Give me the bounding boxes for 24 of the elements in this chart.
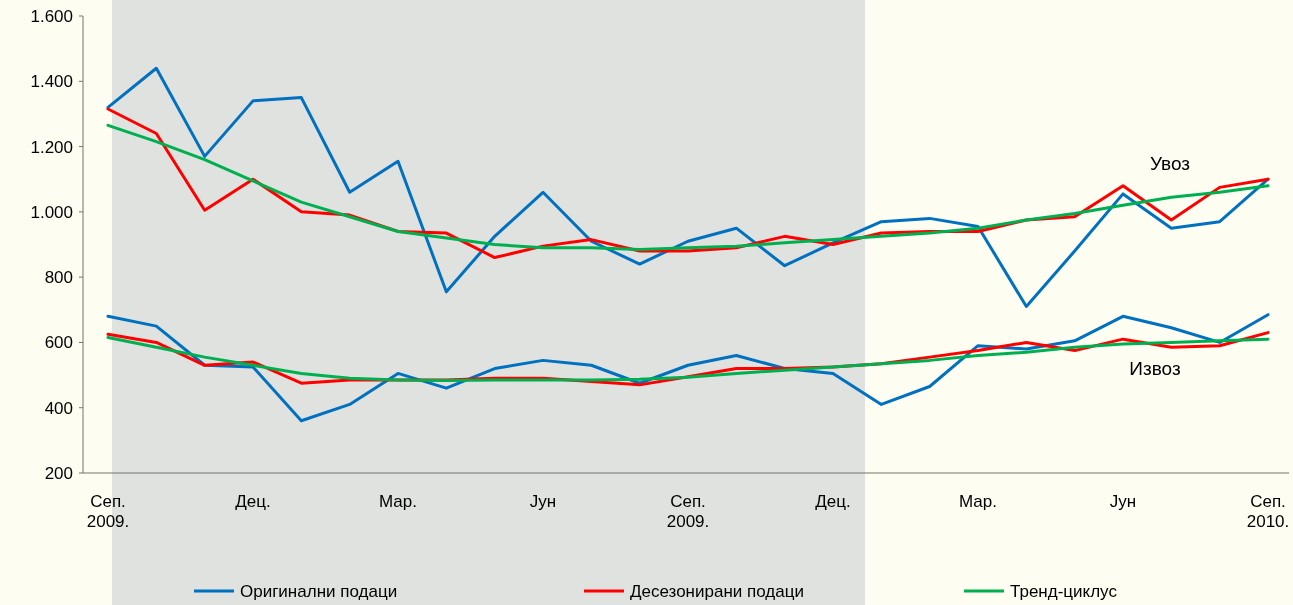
- y-tick-label: 800: [44, 268, 73, 288]
- x-tick-label: Сеп. 2010.: [1246, 492, 1290, 531]
- x-tick-label: Јун: [1109, 492, 1137, 511]
- y-tick-label: 1.400: [30, 72, 73, 92]
- legend-label: Десезонирани подаци: [630, 581, 804, 601]
- y-tick-label: 600: [44, 333, 73, 353]
- x-tick-label: Сеп. 2009.: [86, 492, 130, 531]
- line-series: [106, 123, 1270, 251]
- x-tick-label: Јун: [529, 492, 557, 511]
- x-tick-label: Дец.: [235, 492, 271, 511]
- x-tick-label: Дец.: [815, 492, 851, 511]
- legend-label: Оригинални подаци: [240, 581, 398, 601]
- x-tick-label: Мар.: [959, 492, 997, 511]
- line-series: [106, 66, 1270, 309]
- x-tick-label: Сеп. 2009.: [666, 492, 710, 531]
- y-tick-label: 400: [44, 398, 73, 418]
- annotation: Извоз: [1129, 358, 1181, 379]
- legend-label: Тренд-циклус: [1010, 581, 1118, 601]
- x-tick-label: Мар.: [379, 492, 417, 511]
- y-tick-label: 1.200: [30, 137, 73, 157]
- y-tick-label: 1.600: [30, 6, 73, 26]
- y-tick-label: 200: [44, 463, 73, 483]
- annotation: Увоз: [1150, 153, 1190, 174]
- y-tick-label: 1.000: [30, 202, 73, 222]
